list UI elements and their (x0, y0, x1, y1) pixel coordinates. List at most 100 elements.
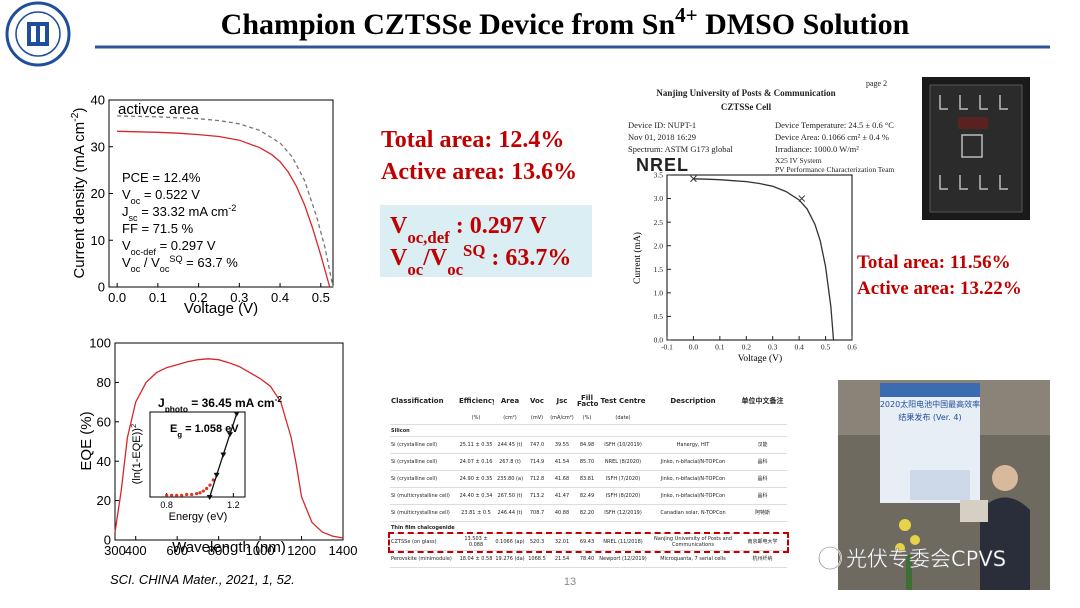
text-run: oc (407, 260, 423, 279)
x-tick-label: 0.2 (190, 290, 208, 305)
header-row: Classification Efficiency Area Voc Jsc Fill F… (390, 390, 787, 412)
text-run: FF = 71.5 % (122, 221, 194, 236)
cell: 40.88 (548, 504, 576, 522)
text-run: g (177, 430, 182, 439)
cell: 520.3 (526, 533, 548, 551)
cell: 0.1066 (ap) (494, 533, 526, 551)
cell: 13.503 ± 0.088 (458, 533, 494, 551)
cell: 85.70 (576, 453, 598, 471)
annotation: Jphoto = 36.45 mA cm-2 (158, 394, 282, 414)
y-tick-label: 80 (97, 375, 111, 390)
section-row: Silicon (390, 424, 787, 437)
x-tick-label: 0.5 (312, 290, 330, 305)
x-tick-label: 0.6 (847, 343, 857, 352)
y-axis-label: (ln(1-EQE))2 (129, 424, 144, 485)
x-tick-label: 0.1 (715, 343, 725, 352)
marker (206, 495, 213, 500)
units-cell: (mV) (526, 412, 548, 425)
text-run: = 63.7 % (183, 255, 239, 270)
text-run: 2 (129, 424, 138, 428)
text-run: : 0.297 V (450, 213, 548, 239)
cell (738, 412, 787, 425)
cell: Hanergy, HIT (648, 436, 738, 454)
marker (233, 411, 240, 417)
x-tick-label: 1200 (287, 543, 316, 558)
text-run: E (170, 423, 177, 435)
text-run: / V (140, 255, 160, 270)
cell: 南京邮电大学 (738, 533, 787, 551)
cell: Si (multicrystalline cell) (390, 487, 458, 505)
units-cell: (cm²) (494, 412, 526, 425)
screen-text: 2020太阳电池中国最高效率 (880, 399, 980, 409)
series-label: activce area (118, 101, 200, 118)
cell: 83.81 (576, 470, 598, 488)
data-row: CZTSSe (on glass) 13.503 ± 0.088 0.1066 (a… (390, 533, 787, 551)
text-run: photo (165, 404, 188, 414)
annotation: FF = 71.5 % (122, 221, 194, 236)
text-run: oc-def (131, 247, 157, 257)
x-axis-label: Energy (eV) (169, 511, 228, 523)
text-run: = 0.522 V (140, 187, 200, 202)
data-row: Si (crystalline cell) 25.11 ± 0.35 244.45 … (390, 436, 787, 454)
series-line (117, 130, 331, 288)
text-run: PCE = 12.4% (122, 170, 201, 185)
marker (190, 492, 194, 497)
cell: ISFH (8/2020) (598, 487, 648, 505)
x-tick-label: 0.2 (742, 343, 752, 352)
x-tick-label: 0.0 (108, 290, 126, 305)
marker (175, 493, 179, 497)
marker (220, 452, 227, 458)
x-tick-label: 300 (104, 543, 126, 558)
y-axis-label: Current density (mA cm-2) (69, 107, 88, 278)
text-run: V (122, 238, 131, 253)
device-info: Device ID: NUPT-1 (628, 120, 696, 130)
text-run: SQ (463, 241, 485, 260)
cell: 713.2 (526, 487, 548, 505)
y-tick-label: 60 (97, 414, 111, 429)
cell: 84.98 (576, 436, 598, 454)
text-run: Current (mA) (632, 232, 643, 284)
data-row: Si (crystalline cell) 24.07 ± 0.16 267.8 (… (390, 453, 787, 471)
x-axis-label: Wavelength (nm) (172, 539, 286, 556)
text-run: oc (131, 264, 141, 274)
text-run: = 1.058 eV (182, 423, 239, 435)
cell: 41.54 (548, 453, 576, 471)
marker (170, 493, 174, 497)
text-run: DMSO Solution (698, 8, 910, 41)
cell: 19.276 (da) (494, 550, 526, 568)
cell: 1068.5 (526, 550, 548, 568)
y-tick-label: 2.0 (654, 241, 664, 250)
units-cell: (date) (598, 412, 648, 425)
text-run: -2 (275, 394, 283, 404)
cell: 82.49 (576, 487, 598, 505)
device-info: Device Temperature: 24.5 ± 0.6 °C (775, 120, 894, 130)
text-run: oc (160, 264, 170, 274)
cell: Jinko, n-bifacial/N-TOPCon (648, 487, 738, 505)
cell: 39.55 (548, 436, 576, 454)
y-tick-label: 3.5 (654, 171, 664, 180)
cell (390, 412, 458, 425)
units-cell: (mA/cm²) (548, 412, 576, 425)
page-number: 13 (564, 576, 576, 588)
cell: 235.80 (a) (494, 470, 526, 488)
marker (208, 483, 212, 487)
header-cell: Description (670, 397, 716, 405)
cell-name: CZTSSe Cell (721, 102, 772, 112)
annotation: Eg = 1.058 eV (170, 423, 239, 439)
header-cell: Efficiency (459, 397, 494, 405)
voc-line: Voc/VocSQ : 63.7% (390, 241, 571, 279)
text-run: 4+ (675, 3, 697, 27)
cell: 82.20 (576, 504, 598, 522)
data-row: Si (multicrystalline cell) 24.40 ± 0.34 26… (390, 487, 787, 505)
text-run: Energy (eV) (169, 511, 228, 523)
device-photo (922, 77, 1030, 220)
x-tick-label: 600 (166, 543, 188, 558)
y-tick-label: 0.0 (654, 336, 664, 345)
cell: ISFH (12/2019) (598, 504, 648, 522)
y-tick-label: 2.5 (654, 218, 664, 227)
cell: 晶科 (738, 453, 787, 471)
text-run: Champion CZTSSe Device from Sn (221, 8, 676, 41)
header-cell: Classification (391, 397, 444, 405)
